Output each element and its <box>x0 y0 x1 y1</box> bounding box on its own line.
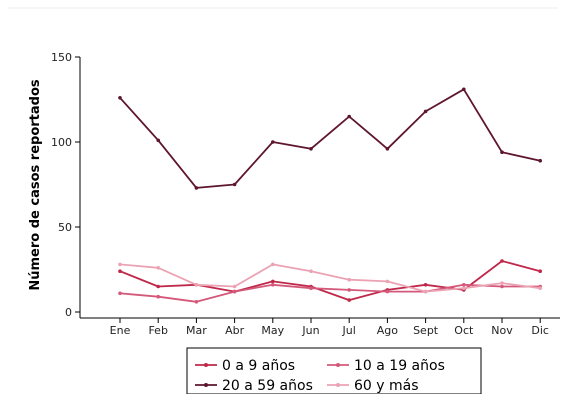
series-line <box>119 283 541 303</box>
legend-label: 20 a 59 años <box>222 378 313 394</box>
y-tick-label: 0 <box>65 306 72 319</box>
data-point <box>118 269 122 274</box>
data-point <box>232 182 237 187</box>
x-tick-label: Sept <box>413 324 439 337</box>
data-point <box>385 289 390 294</box>
series-3 <box>118 87 542 190</box>
y-tick-label: 150 <box>51 51 72 64</box>
data-point <box>462 87 466 92</box>
data-point <box>156 138 160 143</box>
data-point <box>500 281 504 285</box>
legend: 0 a 9 años 10 a 19 años 20 a 59 años 60 y m… <box>186 347 482 394</box>
data-point <box>156 266 160 270</box>
x-tick-label: Mar <box>186 324 207 337</box>
data-point <box>347 288 352 292</box>
data-point <box>538 286 542 291</box>
data-point <box>271 262 275 267</box>
y-tick-label: 50 <box>58 221 72 234</box>
data-point <box>194 283 199 287</box>
data-point <box>538 269 542 274</box>
legend-marker <box>204 363 208 367</box>
legend-label: 60 y más <box>354 378 419 394</box>
x-tick-label: Nov <box>491 324 513 337</box>
legend-item: 0 a 9 años <box>195 358 295 374</box>
x-tick-label: Abr <box>225 324 245 337</box>
data-point <box>347 114 352 119</box>
series-4 <box>118 262 542 294</box>
data-point <box>347 298 352 302</box>
data-point <box>347 277 352 282</box>
data-point <box>423 289 428 294</box>
data-point <box>309 269 313 274</box>
series-line <box>119 260 541 302</box>
series-1 <box>118 259 542 302</box>
series-line <box>119 263 541 293</box>
legend-item: 10 a 19 años <box>327 358 445 374</box>
series-line <box>119 88 541 189</box>
x-tick-label: Ene <box>110 324 131 337</box>
data-point <box>271 283 275 287</box>
data-point <box>500 150 504 154</box>
data-point <box>271 279 275 284</box>
data-point <box>423 109 428 114</box>
data-point <box>309 147 313 151</box>
data-point <box>538 158 542 163</box>
x-tick-label: Jul <box>342 324 356 337</box>
data-point <box>118 262 122 267</box>
x-tick-label: Dic <box>531 324 549 337</box>
data-point <box>232 289 237 294</box>
data-point <box>500 259 504 263</box>
data-point <box>232 284 237 289</box>
data-point <box>118 291 122 296</box>
legend-item: 20 a 59 años <box>195 378 313 394</box>
series-layer <box>118 87 542 304</box>
legend-label: 0 a 9 años <box>222 358 295 374</box>
y-axis-label: Número de casos reportados <box>28 79 43 291</box>
data-point <box>156 294 160 299</box>
data-point <box>309 286 313 291</box>
y-tick-label: 100 <box>51 136 72 149</box>
legend-marker <box>204 383 208 387</box>
data-point <box>194 300 199 304</box>
data-point <box>194 186 199 190</box>
data-point <box>156 284 160 289</box>
legend-label: 10 a 19 años <box>354 358 445 374</box>
x-tick-label: Feb <box>148 324 167 337</box>
legend-box <box>186 347 482 394</box>
axes: 0 50 100 150 Ene Feb Mar Abr May Jun Jul Ago Sept Oct… <box>51 51 560 337</box>
data-point <box>385 147 390 151</box>
x-tick-label: Oct <box>454 324 474 337</box>
data-point <box>423 283 428 287</box>
data-point <box>385 279 390 284</box>
x-tick-label: Jun <box>301 324 319 337</box>
legend-marker <box>336 363 340 367</box>
data-point <box>271 140 275 144</box>
x-tick-label: Ago <box>377 324 399 337</box>
x-tick-label: May <box>261 324 284 337</box>
data-point <box>118 96 122 100</box>
data-point <box>462 283 466 287</box>
data-point <box>500 284 504 289</box>
data-point <box>462 286 466 291</box>
legend-marker <box>336 383 340 387</box>
legend-item: 60 y más <box>327 378 419 394</box>
